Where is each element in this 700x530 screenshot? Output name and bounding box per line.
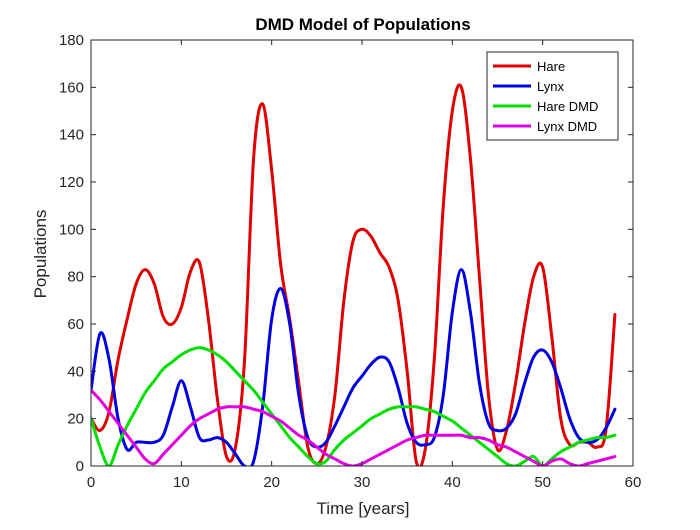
x-axis-label: Time [years] [317,499,410,518]
y-tick-label: 180 [59,32,84,49]
x-tick-label: 30 [354,474,371,491]
series-line-lynx-dmd [91,388,617,466]
legend-label: Lynx [537,79,564,94]
x-tick-label: 60 [625,474,642,491]
legend-item-hare: Hare [493,59,565,74]
y-tick-label: 20 [67,411,84,428]
legend-label: Hare DMD [537,99,598,114]
x-tick-label: 20 [263,474,280,491]
legend-label: Hare [537,59,565,74]
y-tick-label: 0 [76,458,84,475]
y-tick-label: 140 [59,127,84,144]
y-tick-label: 160 [59,79,84,96]
y-axis-label: Populations [31,210,50,299]
legend: Hare Lynx Hare DMD Lynx DMD [486,51,619,141]
y-tick-label: 40 [67,363,84,380]
chart-title: DMD Model of Populations [255,15,470,34]
legend-item-lynx: Lynx [493,79,564,94]
series-lines [91,83,617,466]
y-tick-label: 120 [59,174,84,191]
legend-item-lynx-dmd: Lynx DMD [493,119,597,134]
x-tick-label: 10 [173,474,190,491]
series-line-hare [91,83,617,466]
plot-area [91,83,617,466]
series-line-lynx [91,268,617,466]
x-tick-label: 40 [444,474,461,491]
legend-label: Lynx DMD [537,119,597,134]
y-tick-label: 60 [67,316,84,333]
legend-item-hare-dmd: Hare DMD [493,99,598,114]
y-tick-label: 100 [59,221,84,238]
x-tick-label: 0 [87,474,95,491]
axes: 0 10 20 30 40 50 60 0 20 40 60 80 100 120 140 160 180 [59,32,641,491]
x-tick-label: 50 [534,474,551,491]
y-tick-label: 80 [67,269,84,286]
